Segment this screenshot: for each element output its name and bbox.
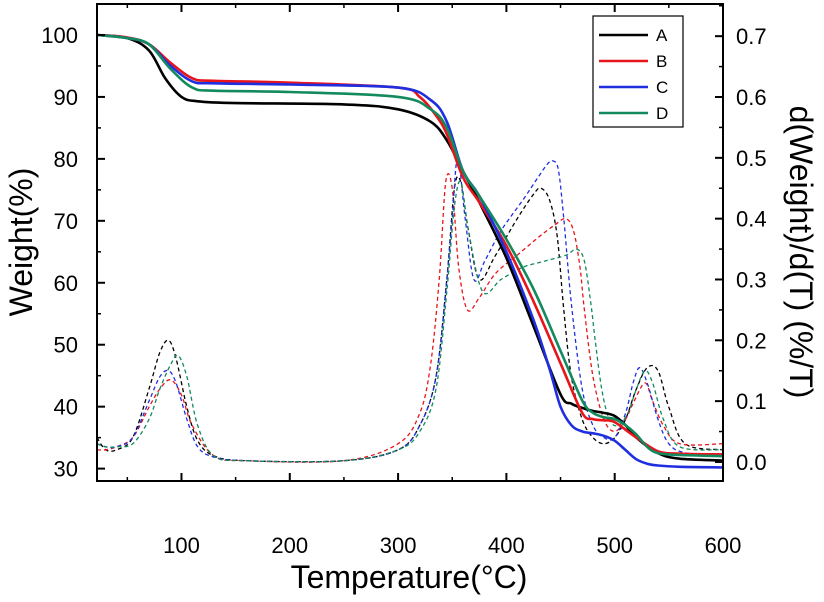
- derivative-curves: [96, 157, 724, 463]
- y-tick-label: 30: [54, 457, 78, 482]
- y2-tick-label: 0.2: [736, 328, 767, 353]
- y2-tick-label: 0.5: [736, 146, 767, 171]
- x-tick-label: 100: [163, 533, 200, 558]
- derivative-line-b: [96, 173, 724, 463]
- y-tick-label: 80: [54, 147, 78, 172]
- legend-label-c: C: [656, 78, 668, 97]
- y-tick-label: 40: [54, 395, 78, 420]
- y2-tick-label: 0.7: [736, 24, 767, 49]
- y-tick-label: 60: [54, 271, 78, 296]
- y-tick-label: 90: [54, 85, 78, 110]
- plot-frame: [96, 3, 724, 482]
- x-tick-label: 600: [705, 533, 742, 558]
- x-axis-title: Temperature(°C): [291, 559, 528, 595]
- derivative-line-d: [96, 180, 724, 463]
- y2-tick-label: 0.6: [736, 85, 767, 110]
- y2-tick-label: 0.3: [736, 267, 767, 292]
- y-axis-title: Weight(%): [3, 168, 39, 317]
- y-tick-label: 50: [54, 333, 78, 358]
- x-tick-label: 300: [380, 533, 417, 558]
- y-tick-label: 70: [54, 209, 78, 234]
- legend-label-d: D: [656, 104, 668, 123]
- y-tick-label: 100: [41, 23, 78, 48]
- x-tick-label: 200: [271, 533, 308, 558]
- derivative-line-a: [96, 175, 724, 463]
- y2-tick-label: 0.1: [736, 389, 767, 414]
- weight-line-d: [96, 33, 724, 458]
- weight-line-c: [96, 33, 724, 469]
- y2-axis-title: d(Weight)/d(T) (%/T): [783, 106, 819, 399]
- x-tick-label: 400: [488, 533, 525, 558]
- legend-box: [592, 15, 684, 128]
- legend-label-b: B: [656, 52, 667, 71]
- legend-label-a: A: [656, 26, 668, 45]
- x-tick-label: 500: [596, 533, 633, 558]
- y2-tick-label: 0.4: [736, 207, 767, 232]
- y2-tick-label: 0.0: [736, 450, 767, 475]
- weight-curves: [96, 33, 724, 469]
- derivative-line-c: [96, 157, 724, 463]
- ticks-and-labels: 100 200 300 400 500 600 30 40 50 60 70 80 90 100 0.0 0.…: [41, 4, 767, 558]
- weight-line-b: [96, 33, 724, 456]
